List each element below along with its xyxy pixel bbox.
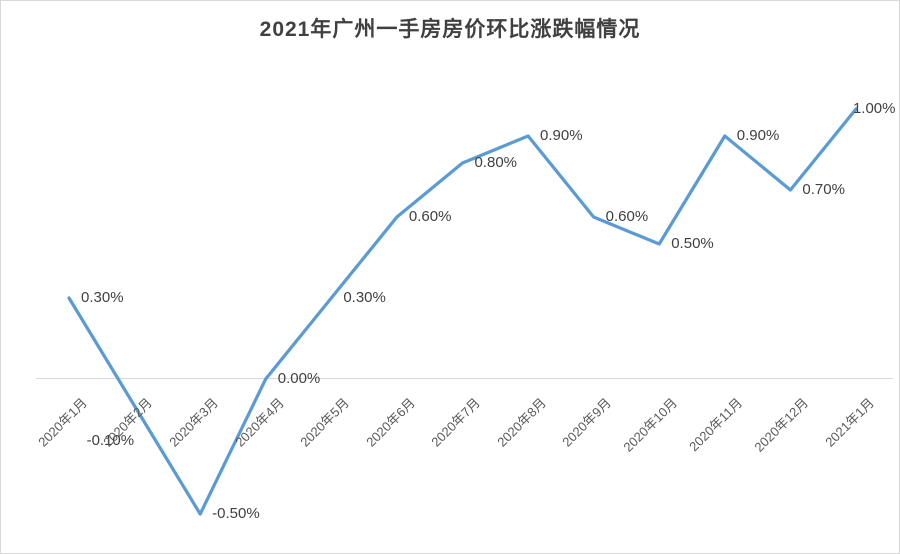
data-label: 0.30%	[343, 289, 386, 306]
data-label: 0.30%	[81, 289, 124, 306]
x-axis-label: 2020年5月	[297, 395, 353, 450]
x-axis-label: 2021年1月	[822, 395, 877, 450]
data-label: 0.60%	[605, 208, 649, 225]
x-axis-label: 2020年11月	[686, 395, 746, 455]
data-label: 1.00%	[852, 100, 896, 117]
x-axis-label: 2020年1月	[35, 395, 90, 450]
line-series	[67, 107, 858, 516]
x-axis-label: 2020年8月	[494, 395, 549, 450]
data-label: 0.60%	[408, 208, 452, 225]
x-axis-label: 2020年7月	[428, 395, 484, 450]
data-label: 0.90%	[736, 127, 780, 144]
x-axis-label: 2020年12月	[751, 395, 812, 455]
data-label: 0.50%	[671, 235, 714, 252]
data-label: 0.70%	[802, 181, 845, 198]
x-axis-label: 2020年9月	[559, 395, 615, 450]
x-axis-label: 2020年6月	[363, 395, 418, 450]
data-label: 0.90%	[540, 127, 583, 144]
data-label: 0.80%	[474, 154, 518, 171]
data-label: -0.10%	[86, 432, 135, 449]
data-label: 0.00%	[277, 370, 321, 387]
x-axis-label: 2020年4月	[231, 395, 287, 450]
x-axis-label: 2020年3月	[166, 395, 221, 450]
chart-title: 2021年广州一手房房价环比涨跌幅情况	[259, 18, 641, 41]
data-label: -0.50%	[212, 505, 260, 522]
x-axis-label: 2020年10月	[620, 395, 680, 455]
